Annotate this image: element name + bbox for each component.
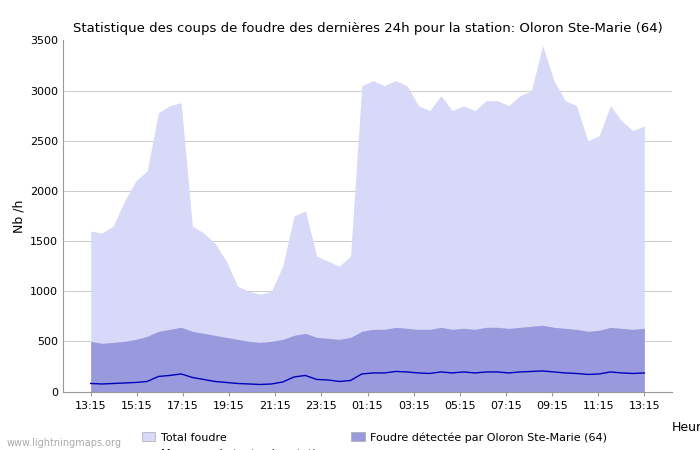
Y-axis label: Nb /h: Nb /h [13, 199, 26, 233]
Legend: Total foudre, Moyenne de toutes les stations, Foudre détectée par Oloron Ste-Mar: Total foudre, Moyenne de toutes les stat… [141, 432, 607, 450]
Title: Statistique des coups de foudre des dernières 24h pour la station: Oloron Ste-Ma: Statistique des coups de foudre des dern… [73, 22, 662, 35]
Text: www.lightningmaps.org: www.lightningmaps.org [7, 438, 122, 448]
Text: Heure: Heure [672, 421, 700, 434]
